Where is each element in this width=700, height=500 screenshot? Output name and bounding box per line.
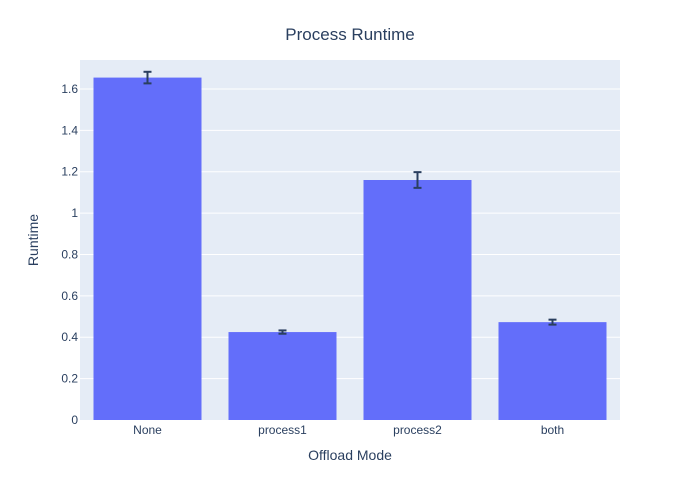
y-tick-label: 0.6 <box>61 289 78 303</box>
x-tick-label: both <box>541 423 564 437</box>
y-tick-label: 0.8 <box>61 247 78 261</box>
x-axis-title: Offload Mode <box>308 447 392 463</box>
bars <box>93 77 607 420</box>
y-tick-label: 1.2 <box>61 165 78 179</box>
y-tick-label: 0 <box>71 413 78 427</box>
y-axis-title: Runtime <box>25 214 41 266</box>
y-tick-label: 1 <box>71 206 78 220</box>
x-tick-label: process2 <box>393 423 442 437</box>
x-tick-label: None <box>133 423 162 437</box>
y-tick-label: 0.4 <box>61 330 78 344</box>
bar <box>498 322 607 420</box>
y-tick-label: 1.4 <box>61 123 78 137</box>
x-tick-label: process1 <box>258 423 307 437</box>
y-tick-label: 0.2 <box>61 372 78 386</box>
chart-title: Process Runtime <box>285 25 414 44</box>
y-axis-ticks: 0 0.2 0.4 0.6 0.8 1 1.2 1.4 1.6 <box>61 82 78 427</box>
bar <box>363 180 472 420</box>
y-tick-label: 1.6 <box>61 82 78 96</box>
bar <box>228 332 337 420</box>
x-axis-ticks: None process1 process2 both <box>133 423 564 437</box>
bar <box>93 77 202 420</box>
error-bars <box>143 70 557 335</box>
